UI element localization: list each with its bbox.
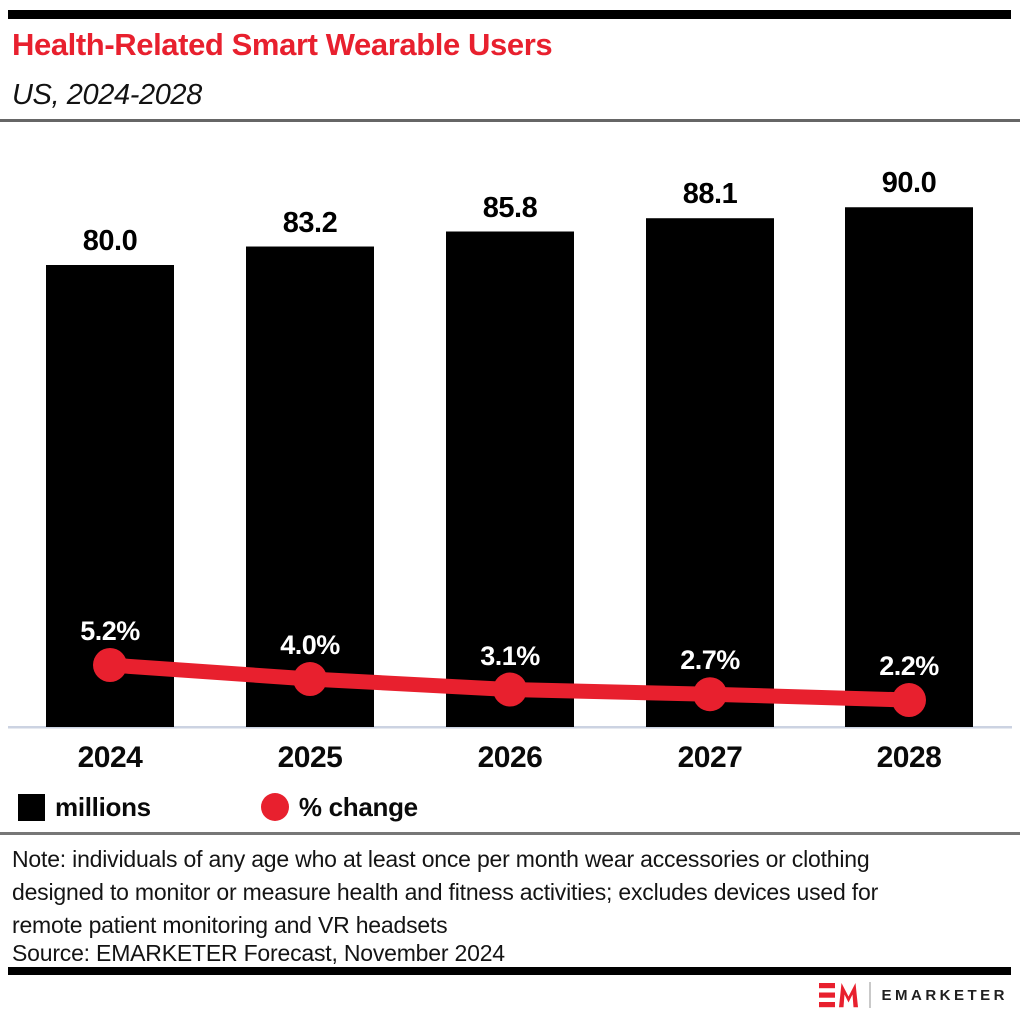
bar-swatch-icon <box>18 793 45 821</box>
bar-2026 <box>446 231 574 727</box>
bar-value-label-2024: 80.0 <box>82 225 138 257</box>
note-line-2: designed to monitor or measure health an… <box>12 879 879 905</box>
em-monogram-icon <box>819 982 859 1007</box>
x-axis-label-2026: 2026 <box>477 741 543 774</box>
x-axis-label-2024: 2024 <box>77 741 143 774</box>
brand-logo: EMARKETER <box>819 981 1008 1009</box>
bar-2027 <box>646 218 774 727</box>
pct-value-label-2026: 3.1% <box>480 640 540 671</box>
chart-subtitle: US, 2024-2028 <box>12 79 202 111</box>
legend-label-pct-change: % change <box>298 791 418 822</box>
pct-value-label-2027: 2.7% <box>680 645 740 676</box>
source-text: Source: EMARKETER Forecast, November 202… <box>12 940 505 966</box>
x-axis-label-2025: 2025 <box>277 741 343 774</box>
bar-2028 <box>845 207 973 727</box>
brand-separator <box>869 982 872 1008</box>
line-swatch-icon <box>260 793 289 821</box>
legend: millions % change <box>18 791 418 823</box>
bar-value-label-2028: 90.0 <box>881 167 937 200</box>
pct-change-point-2027 <box>693 677 727 712</box>
legend-divider <box>0 832 1020 835</box>
top-rule <box>8 10 1011 19</box>
pct-value-label-2024: 5.2% <box>80 616 140 647</box>
x-axis-line <box>8 726 1012 729</box>
brand-wordmark: EMARKETER <box>881 986 1008 1004</box>
note-line-1: Note: individuals of any age who at leas… <box>12 846 870 872</box>
pct-value-label-2025: 4.0% <box>280 630 340 661</box>
bar-value-label-2027: 88.1 <box>682 178 738 211</box>
note-line-3: remote patient monitoring and VR headset… <box>12 912 448 938</box>
pct-change-point-2028 <box>892 683 926 718</box>
bar-2025 <box>246 246 374 727</box>
pct-value-label-2028: 2.2% <box>879 651 939 682</box>
x-axis-label-2027: 2027 <box>677 741 743 774</box>
pct-change-point-2026 <box>493 672 527 707</box>
bar-value-label-2026: 85.8 <box>482 191 538 224</box>
x-axis-label-2028: 2028 <box>876 741 942 774</box>
note-text: Note: individuals of any age who at leas… <box>12 843 878 942</box>
header-divider <box>0 119 1020 122</box>
pct-change-point-2025 <box>293 662 327 697</box>
legend-label-millions: millions <box>55 791 151 822</box>
bar-value-label-2025: 83.2 <box>282 206 338 239</box>
pct-change-point-2024 <box>93 648 127 683</box>
bottom-rule <box>8 967 1011 975</box>
chart-title: Health-Related Smart Wearable Users <box>12 27 553 62</box>
